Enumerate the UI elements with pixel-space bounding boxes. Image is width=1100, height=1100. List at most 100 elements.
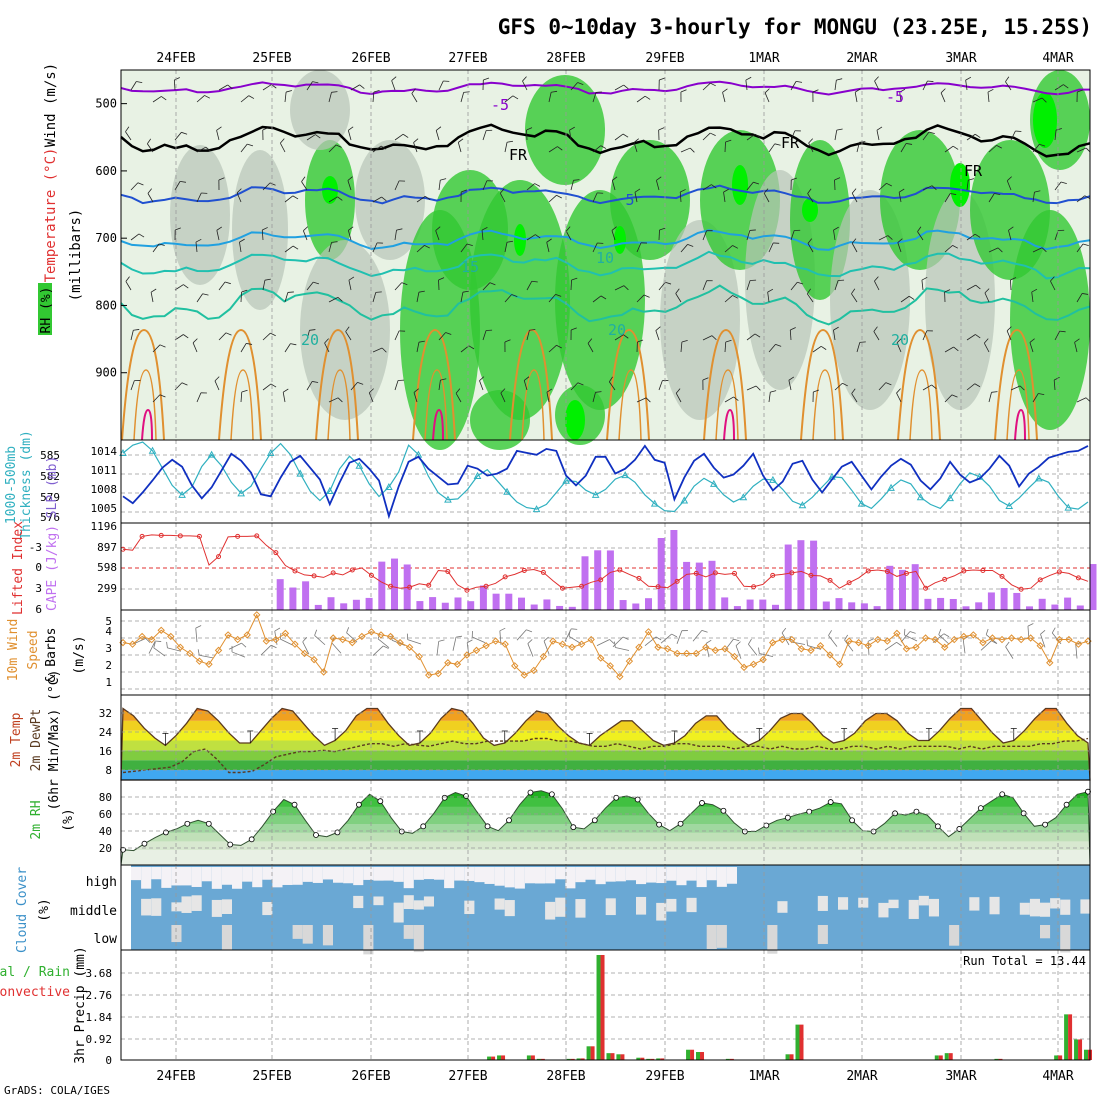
rh-tick-label: 40 (99, 825, 112, 838)
wind-barb (746, 280, 751, 291)
cloud-high-cell (171, 867, 182, 886)
wind-barb-flag (569, 126, 575, 131)
wind-barb (192, 342, 198, 353)
wind-barb-flag (997, 247, 1003, 253)
wind-barb-flag (1010, 277, 1017, 281)
wind-barb-flag (854, 88, 861, 93)
wind-speed-marker (233, 635, 242, 644)
rh-marker (506, 817, 512, 824)
wind-barb (455, 393, 462, 403)
cloud-high-cell (363, 867, 374, 880)
wind-barb-flag (1082, 243, 1089, 247)
rh-marker (205, 820, 212, 827)
wind-barb-flag (175, 227, 181, 231)
wind-barb-flag (833, 326, 839, 331)
cloud-middle-cell (141, 898, 152, 916)
wind-barb-flag (262, 127, 269, 131)
wind-barb (922, 80, 928, 91)
wind-barb (1054, 130, 1057, 141)
wind-barb-flag (225, 332, 232, 336)
precip-tick-label: 3.68 (86, 967, 113, 980)
temp-contour-35 (432, 408, 444, 441)
thickness-tick-label: 576 (40, 511, 60, 524)
thickness-marker (887, 483, 895, 491)
cloud-middle-cell (181, 896, 192, 913)
date-label-top: 2MAR (846, 51, 877, 66)
axis-label-group: Speed (26, 630, 41, 669)
wind-barb (724, 295, 733, 303)
wind-barb (435, 130, 440, 141)
wind-barb (262, 332, 271, 341)
slp-tick-label: 1014 (91, 445, 118, 458)
wind-barb (548, 344, 557, 353)
wind-barb-flag (137, 182, 144, 186)
wind-barb (636, 242, 642, 253)
cloud-middle-cell (1050, 898, 1061, 909)
wind-barb (368, 392, 374, 403)
wind-barb-flag (659, 77, 666, 81)
wind-barb-flag (996, 145, 1003, 149)
rh-color-band (121, 803, 1090, 816)
cloud-high-cell (333, 867, 344, 883)
wind-barb-flag (985, 628, 989, 635)
wind-barb-flag (1031, 288, 1038, 293)
rh-marker (806, 808, 813, 815)
precip-convective-bar (540, 1058, 545, 1060)
wind-speed-marker (711, 646, 720, 655)
cloud-high-cell (474, 867, 485, 883)
precip-total-bar (1054, 1055, 1059, 1060)
wind-barb (306, 381, 313, 391)
wind-barb-flag (701, 629, 708, 633)
wind-speed-marker (167, 632, 175, 641)
rh-marker (420, 823, 427, 830)
temp-color-band (121, 691, 1090, 701)
wind-barb-flag (735, 641, 741, 646)
wind-speed-marker (405, 643, 414, 651)
wind-barb (834, 80, 837, 91)
wind-barb-flag (331, 241, 338, 243)
date-label-top: 28FEB (546, 51, 585, 66)
wind-barb-flag (991, 391, 998, 393)
date-label-bottom: 24FEB (156, 1069, 195, 1084)
rh-marker (763, 822, 770, 829)
wind-barb-flag (1007, 176, 1012, 182)
wind-barb (173, 79, 176, 91)
wind-barb-flag (155, 640, 162, 642)
precip-convective-bar (610, 1053, 615, 1060)
cape-bar (937, 597, 945, 610)
lifted-index-marker (961, 568, 967, 574)
wind-barb (746, 333, 756, 341)
wind-barb-flag (526, 629, 533, 633)
thickness-marker (946, 494, 954, 502)
precip-convective-bar (590, 1046, 595, 1060)
wind-barb (904, 634, 918, 642)
wind-barb-flag (711, 184, 717, 189)
wind-barb-flag (555, 294, 562, 297)
lifted-index-marker (789, 570, 795, 576)
wind-barb (932, 633, 945, 643)
wind-barb-flag (1006, 326, 1012, 332)
wind-barb (768, 143, 776, 153)
cape-bar (987, 592, 995, 610)
rh-gray-region (660, 220, 740, 420)
wind-barb (1027, 626, 1030, 641)
cloud-middle-cell (504, 900, 515, 917)
wind-barb-flag (571, 277, 578, 281)
wind-speed-marker (511, 662, 519, 670)
wind-barb (504, 242, 508, 253)
wind-barb (482, 330, 487, 341)
cape-bar (733, 606, 741, 610)
wind-barb-flag (577, 382, 584, 386)
wind-barb (680, 342, 683, 353)
wind-barb (152, 96, 162, 103)
lifted-index-marker (483, 583, 489, 589)
temp-tick-label: 8 (105, 764, 112, 777)
wind-barb-flag (851, 388, 856, 394)
wind-barb-flag (282, 388, 289, 393)
wind-barb-flag (965, 76, 972, 81)
wind-barb-flag (440, 378, 447, 381)
wind-barb-flag (314, 629, 318, 636)
lifted-index-marker (1056, 569, 1062, 575)
thickness-marker (444, 495, 452, 503)
cloud-high-cell (726, 867, 737, 884)
